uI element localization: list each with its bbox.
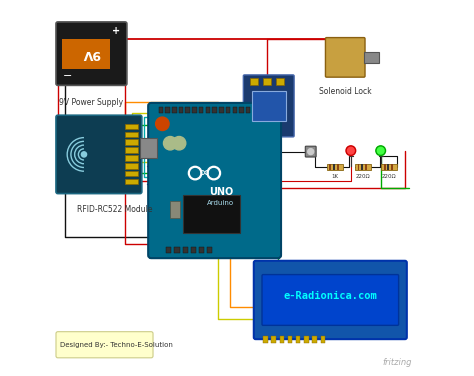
Bar [191,247,196,253]
Bar [125,132,138,137]
Bar [206,107,210,112]
FancyBboxPatch shape [254,261,407,339]
Circle shape [210,168,218,177]
Bar [125,171,138,176]
Bar [166,247,171,253]
Bar [333,164,335,170]
FancyBboxPatch shape [56,22,127,85]
Circle shape [155,117,169,130]
Bar [183,196,240,233]
Circle shape [82,152,87,157]
FancyBboxPatch shape [56,115,142,194]
Circle shape [347,147,354,154]
Text: Designed By:- Techno-E-Solution: Designed By:- Techno-E-Solution [60,342,173,348]
Bar [192,107,197,112]
Bar [219,107,224,112]
Circle shape [346,146,356,156]
Text: ∞: ∞ [199,167,210,180]
Bar [125,155,138,161]
Text: 220Ω: 220Ω [382,174,397,179]
Circle shape [188,166,202,180]
Bar [252,91,285,121]
FancyBboxPatch shape [243,75,294,137]
Text: RFID-RC522 Module: RFID-RC522 Module [76,205,152,214]
Bar [199,247,204,253]
Bar [226,107,230,112]
Bar [179,107,183,112]
Bar [250,78,257,85]
Bar [387,164,389,170]
Text: 1K: 1K [331,174,338,179]
Bar [165,107,170,112]
Bar [271,336,276,343]
Text: +: + [112,26,120,36]
Bar [246,107,250,112]
Bar [320,336,325,343]
Text: 9V: 9V [82,47,100,60]
Bar [233,107,237,112]
Bar [280,336,284,343]
FancyBboxPatch shape [148,103,281,258]
Bar [182,247,188,253]
Text: e-Radionica.com: e-Radionica.com [283,291,377,301]
Bar [140,138,157,158]
Circle shape [207,166,220,180]
Bar [355,164,371,170]
FancyBboxPatch shape [262,274,399,325]
Bar [357,164,359,170]
Circle shape [164,136,177,150]
Bar [329,164,331,170]
Bar [383,164,385,170]
Circle shape [191,168,200,177]
Bar [125,163,138,168]
Bar [312,336,317,343]
Circle shape [376,146,385,156]
Bar [174,247,180,253]
FancyBboxPatch shape [326,38,365,77]
Bar [125,147,138,153]
Bar [361,164,363,170]
Bar [185,107,190,112]
Text: 220Ω: 220Ω [356,174,371,179]
Bar [207,247,212,253]
Bar [125,179,138,184]
Bar [199,107,203,112]
Bar [212,107,217,112]
Bar [365,164,367,170]
Bar [263,336,268,343]
Bar [364,52,379,63]
Text: UNO: UNO [209,188,233,197]
Bar [159,107,163,112]
FancyBboxPatch shape [56,332,153,358]
Bar [170,201,180,218]
FancyBboxPatch shape [305,146,316,157]
Bar [391,164,393,170]
Bar [337,164,338,170]
Bar [276,78,283,85]
Bar [296,336,301,343]
Text: fritzing: fritzing [383,358,412,367]
Bar [381,164,398,170]
Circle shape [308,149,314,155]
Bar [172,107,176,112]
Circle shape [377,147,384,154]
Text: Solenoid Lock: Solenoid Lock [319,87,372,96]
Bar [62,39,110,68]
Bar [288,336,292,343]
Bar [263,78,271,85]
Circle shape [173,136,186,150]
Bar [125,124,138,129]
Bar [125,139,138,145]
Bar [239,107,244,112]
Text: −: − [63,71,72,81]
Text: 9V Power Supply: 9V Power Supply [59,99,124,108]
Bar [304,336,309,343]
Bar [327,164,343,170]
Text: Arduino: Arduino [208,200,235,206]
